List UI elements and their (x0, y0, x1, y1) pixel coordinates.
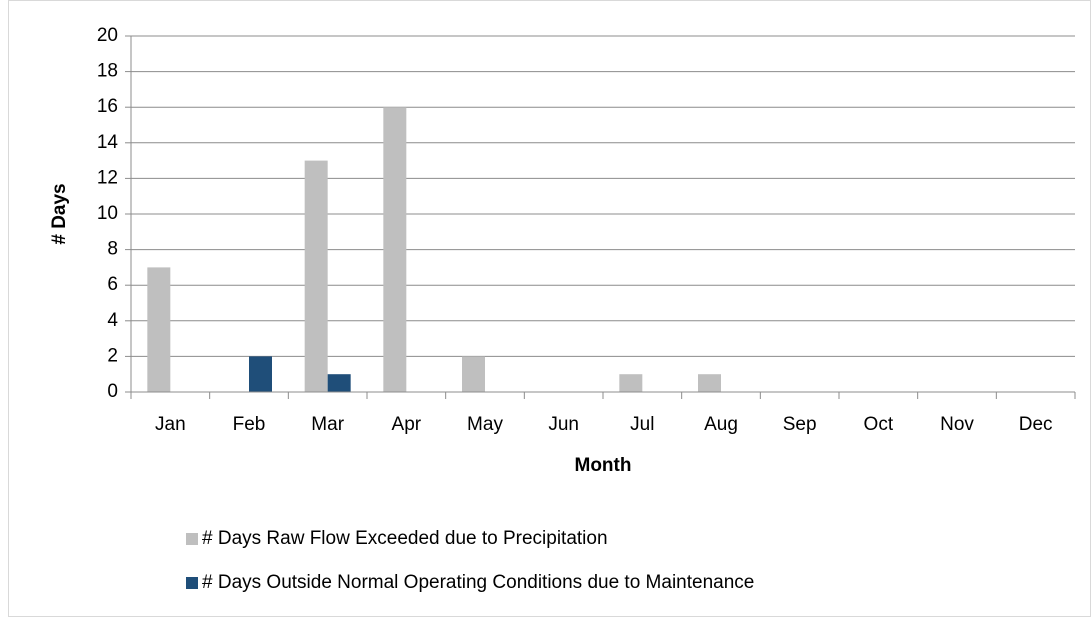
x-tick-label: Nov (940, 414, 974, 435)
bar (619, 374, 643, 392)
legend-swatch (186, 533, 198, 545)
legend-label: # Days Outside Normal Operating Conditio… (202, 572, 754, 593)
bar (249, 356, 272, 392)
x-tick-label: Oct (864, 414, 894, 435)
x-tick-label: Jun (548, 414, 579, 435)
y-tick-label: 16 (97, 96, 118, 117)
y-tick-label: 8 (107, 239, 118, 260)
y-tick-label: 12 (97, 167, 118, 188)
y-tick-label: 4 (107, 310, 118, 331)
x-tick-label: Feb (233, 414, 266, 435)
chart-frame (8, 0, 1091, 617)
x-tick-label: Aug (704, 414, 738, 435)
x-tick-label: Mar (311, 414, 344, 435)
y-tick-label: 20 (97, 25, 118, 46)
y-tick-label: 6 (107, 274, 118, 295)
y-tick-label: 0 (107, 381, 118, 402)
x-tick-label: Jan (155, 414, 186, 435)
x-tick-label: Jul (630, 414, 654, 435)
y-tick-label: 10 (97, 203, 118, 224)
y-tick-label: 18 (97, 61, 118, 82)
bar (327, 374, 351, 392)
y-tick-label: 14 (97, 132, 119, 153)
x-tick-label: May (467, 414, 503, 435)
legend-label: # Days Raw Flow Exceeded due to Precipit… (202, 528, 608, 549)
y-axis-label: # Days (49, 183, 70, 244)
y-tick-label: 2 (107, 345, 118, 366)
x-tick-label: Apr (392, 414, 422, 435)
bar (462, 356, 485, 392)
x-tick-label: Sep (783, 414, 817, 435)
bar (698, 374, 721, 392)
bar (383, 107, 407, 392)
x-tick-label: Dec (1019, 414, 1053, 435)
legend-swatch (186, 577, 198, 589)
bar (304, 160, 328, 392)
bar (147, 267, 171, 392)
x-axis-label: Month (575, 455, 632, 476)
